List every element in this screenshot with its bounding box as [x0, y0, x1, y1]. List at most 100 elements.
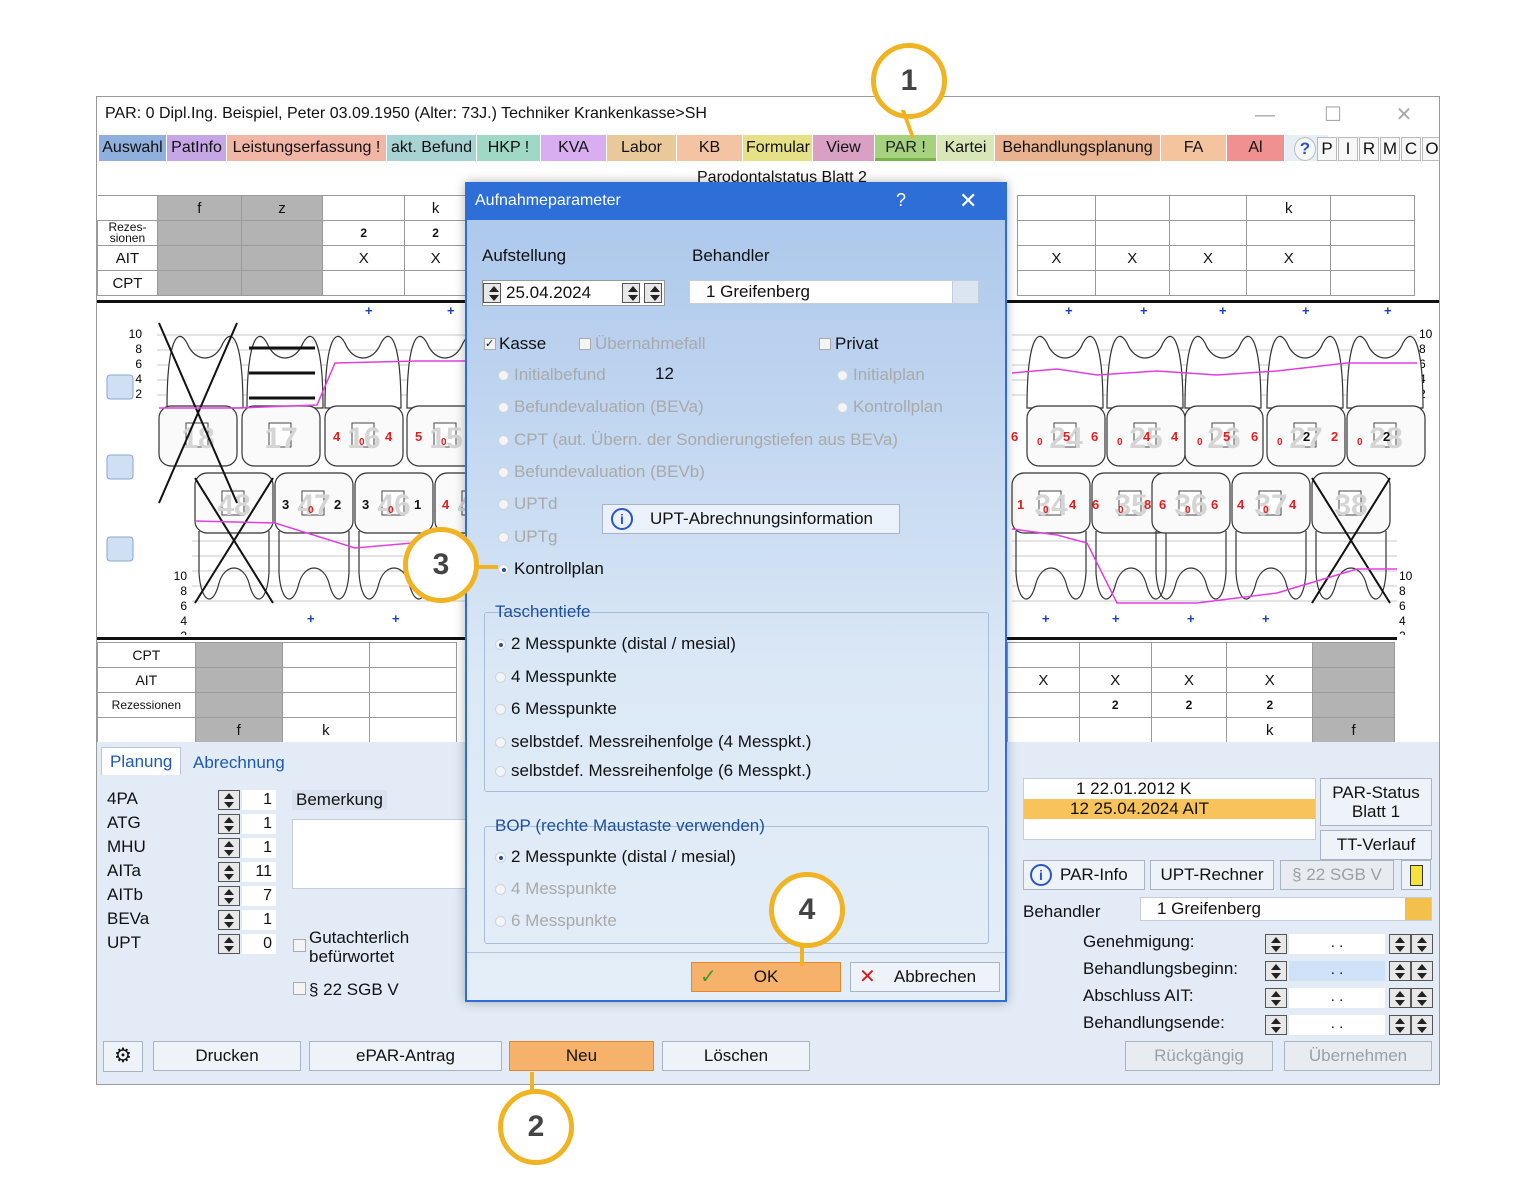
dialog-help-icon[interactable]: ?	[896, 190, 907, 210]
date-field-3[interactable]: . .	[1289, 1015, 1385, 1035]
date-spinner[interactable]	[1389, 961, 1411, 981]
letter-button-r[interactable]: R	[1359, 137, 1379, 161]
ait-mark[interactable]: X	[1094, 245, 1170, 271]
letter-button-o[interactable]: O	[1422, 137, 1439, 161]
planning-spinner[interactable]	[218, 934, 240, 954]
letter-button-p[interactable]: P	[1317, 137, 1337, 161]
tab-formular[interactable]: Formular	[743, 135, 813, 161]
tab-behandlungsplanung[interactable]: Behandlungsplanung	[995, 135, 1161, 161]
planning-value-upt[interactable]: 0	[242, 934, 276, 954]
date-spinner[interactable]	[1265, 988, 1287, 1008]
bop-radio-2[interactable]	[495, 916, 506, 927]
chevron-down-icon[interactable]	[1405, 898, 1431, 920]
abbrechen-button[interactable]: ✕ Abbrechen	[850, 962, 1000, 992]
letter-button-i[interactable]: I	[1338, 137, 1358, 161]
planning-value-4pa[interactable]: 1	[242, 790, 276, 810]
close-icon[interactable]: ✕	[1395, 104, 1413, 126]
option-radio-4[interactable]	[498, 499, 509, 510]
option-radio-1[interactable]	[498, 402, 509, 413]
uebernehmen-button[interactable]: Übernehmen	[1284, 1041, 1432, 1071]
planning-spinner[interactable]	[218, 862, 240, 882]
history-item[interactable]: 1 22.01.2012 K	[1076, 779, 1192, 798]
option-radio-3[interactable]	[498, 467, 509, 478]
dialog-close-icon[interactable]: ✕	[959, 188, 978, 213]
upt-rechner-button[interactable]: UPT-Rechner	[1150, 860, 1274, 890]
ait-mark[interactable]: X	[404, 245, 467, 271]
date-spinner[interactable]	[483, 283, 501, 303]
history-list[interactable]: 1 22.01.2012 K 12 25.04.2024 AIT	[1023, 778, 1316, 840]
taschentiefe-radio-4[interactable]	[495, 766, 506, 777]
date-spinner[interactable]	[1389, 934, 1411, 954]
ait-mark[interactable]: X	[1246, 245, 1332, 271]
ait-mark[interactable]: X	[1078, 667, 1152, 693]
bop-radio-1[interactable]	[495, 884, 506, 895]
date-spinner[interactable]	[1411, 1015, 1433, 1035]
tab-patinfo[interactable]: PatInfo	[167, 135, 227, 161]
behandler-select[interactable]: 1 Greifenberg	[1140, 897, 1432, 921]
letter-button-m[interactable]: M	[1380, 137, 1400, 161]
tt-verlauf-button[interactable]: TT-Verlauf	[1320, 830, 1432, 860]
date-spinner[interactable]	[1265, 934, 1287, 954]
initialplan-radio[interactable]	[837, 370, 848, 381]
tab-kb[interactable]: KB	[677, 135, 743, 161]
planning-spinner[interactable]	[218, 814, 240, 834]
planning-spinner[interactable]	[218, 838, 240, 858]
tab-view[interactable]: View	[813, 135, 875, 161]
ait-mark[interactable]: X	[1150, 667, 1228, 693]
gutachter-checkbox[interactable]	[293, 939, 306, 952]
gear-icon[interactable]: ⚙	[103, 1041, 143, 1072]
planning-value-atg[interactable]: 1	[242, 814, 276, 834]
planning-value-aitb[interactable]: 7	[242, 886, 276, 906]
par-info-button[interactable]: i PAR-Info	[1023, 860, 1145, 890]
tab-planung[interactable]: Planung	[101, 747, 182, 775]
date-spinner[interactable]	[1389, 1015, 1411, 1035]
tab-labor[interactable]: Labor	[607, 135, 677, 161]
clipboard-button[interactable]	[1401, 860, 1431, 890]
ait-mark[interactable]: X	[1007, 667, 1080, 693]
minimize-icon[interactable]: —	[1255, 104, 1275, 126]
tab-abrechnung[interactable]: Abrechnung	[193, 753, 285, 772]
month-spinner[interactable]	[644, 283, 662, 303]
ait-mark[interactable]: X	[1017, 245, 1096, 271]
help-icon[interactable]: ?	[1294, 137, 1316, 161]
planning-spinner[interactable]	[218, 910, 240, 930]
drucken-button[interactable]: Drucken	[153, 1041, 301, 1071]
letter-button-c[interactable]: C	[1401, 137, 1421, 161]
history-item-selected[interactable]: 12 25.04.2024 AIT	[1024, 799, 1315, 819]
taschentiefe-radio-1[interactable]	[495, 672, 506, 683]
option-radio-6[interactable]	[498, 564, 509, 575]
taschentiefe-radio-3[interactable]	[495, 737, 506, 748]
date-field-2[interactable]: . .	[1289, 988, 1385, 1008]
day-spinner[interactable]	[622, 283, 640, 303]
kontrollplan-right-radio[interactable]	[837, 402, 848, 413]
date-field-1[interactable]: . .	[1289, 961, 1385, 981]
uebernahmefall-checkbox[interactable]	[579, 338, 591, 350]
tab-leistungserfassung[interactable]: Leistungserfassung !	[227, 135, 387, 161]
tab-par[interactable]: PAR !	[875, 135, 937, 161]
taschentiefe-radio-0[interactable]	[495, 639, 506, 650]
tab-kva[interactable]: KVA	[541, 135, 607, 161]
loeschen-button[interactable]: Löschen	[662, 1041, 810, 1071]
option-radio-5[interactable]	[498, 532, 509, 543]
planning-value-mhu[interactable]: 1	[242, 838, 276, 858]
bop-radio-0[interactable]	[495, 852, 506, 863]
epar-antrag-button[interactable]: ePAR-Antrag	[309, 1041, 502, 1071]
privat-checkbox[interactable]	[819, 338, 831, 350]
tab-akt-befund[interactable]: akt. Befund	[387, 135, 477, 161]
planning-value-aita[interactable]: 11	[242, 862, 276, 882]
date-spinner[interactable]	[1411, 934, 1433, 954]
ait-mark[interactable]: X	[322, 245, 406, 271]
sgb-button[interactable]: § 22 SGB V	[1280, 860, 1394, 890]
tab-kartei[interactable]: Kartei	[937, 135, 995, 161]
ok-button[interactable]: ✓ OK	[691, 962, 841, 992]
date-field-0[interactable]: . .	[1289, 934, 1385, 954]
sgb-checkbox[interactable]	[293, 982, 306, 995]
par-status-button[interactable]: PAR-Status Blatt 1	[1320, 778, 1432, 826]
date-spinner[interactable]	[1265, 961, 1287, 981]
ait-mark[interactable]: X	[1226, 667, 1314, 693]
ait-mark[interactable]: X	[1168, 245, 1248, 271]
date-spinner[interactable]	[1265, 1015, 1287, 1035]
date-spinner[interactable]	[1389, 988, 1411, 1008]
bemerkung-field[interactable]	[292, 819, 472, 889]
upt-abrechnungsinfo-button[interactable]: i UPT-Abrechnungsinformation	[602, 504, 900, 534]
